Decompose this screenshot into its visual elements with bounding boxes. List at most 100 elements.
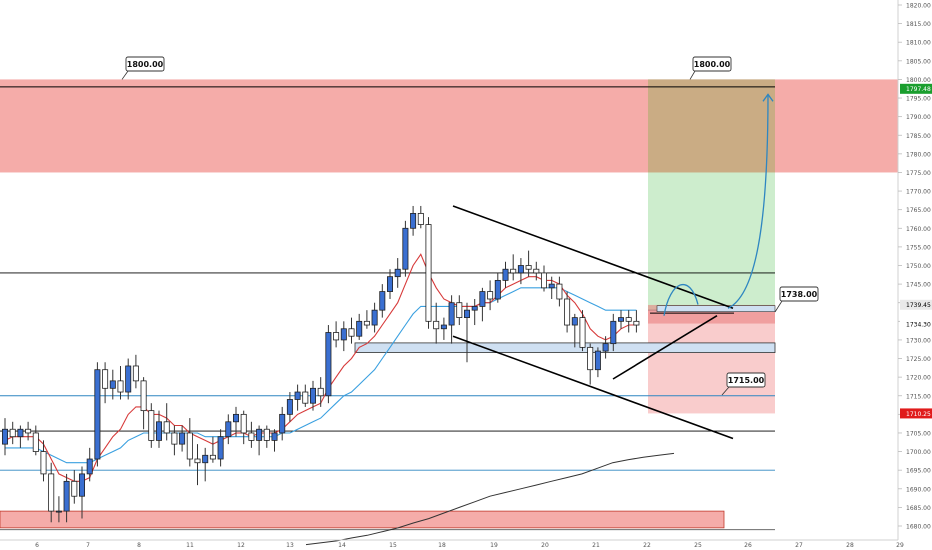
candle-body bbox=[571, 317, 578, 326]
y-tick-label: 1715.00 bbox=[906, 393, 931, 400]
candle-body bbox=[502, 268, 509, 281]
candle-body bbox=[541, 272, 548, 289]
candle-body bbox=[225, 421, 232, 438]
sma-long-line bbox=[305, 452, 675, 546]
candle-body bbox=[618, 317, 625, 322]
candle-body bbox=[55, 510, 62, 513]
callout-leader bbox=[774, 300, 783, 313]
base-box-layer bbox=[354, 305, 776, 353]
callout-box[interactable] bbox=[726, 372, 766, 388]
candle-body bbox=[487, 291, 494, 300]
candle-body bbox=[471, 306, 478, 311]
y-tick-label: 1725.00 bbox=[906, 356, 931, 363]
candle-body bbox=[479, 291, 486, 307]
candle-body bbox=[140, 380, 147, 412]
price-badge-label: 1710.25 bbox=[906, 411, 931, 418]
candle-body bbox=[394, 268, 401, 278]
callout-leader bbox=[121, 70, 129, 80]
candle-body bbox=[579, 317, 586, 348]
y-tick-label: 1760.00 bbox=[906, 226, 931, 233]
candle-body bbox=[217, 436, 224, 460]
trade-loss-zone[interactable] bbox=[648, 310, 775, 414]
candle-body bbox=[148, 410, 155, 441]
price-badge-label: 1739.45 bbox=[906, 302, 931, 309]
x-tick-label: 25 bbox=[694, 542, 702, 549]
candle-body bbox=[610, 320, 617, 345]
x-axis[interactable]: 6 7 8 11 12 13 14 15 18 19 20 21 22 25 26 27 28 29 bbox=[35, 542, 904, 549]
zone-support bbox=[0, 510, 725, 529]
y-tick-label: 1775.00 bbox=[906, 170, 931, 177]
price-badge bbox=[900, 408, 932, 419]
triangle-support-line[interactable] bbox=[612, 315, 718, 380]
y-tick-label: 1730.00 bbox=[906, 337, 931, 344]
candle-body bbox=[533, 268, 540, 274]
candle-body bbox=[625, 317, 632, 322]
y-tick-label: 1680.00 bbox=[906, 524, 931, 531]
candle-body bbox=[309, 387, 316, 404]
callout-box[interactable] bbox=[779, 286, 819, 302]
pattern-lines[interactable] bbox=[452, 205, 734, 440]
x-tick-label: 29 bbox=[896, 542, 904, 549]
price-badge bbox=[900, 299, 932, 310]
x-tick-label: 12 bbox=[237, 542, 245, 549]
callout-leader bbox=[721, 386, 730, 396]
candle-body bbox=[317, 387, 324, 397]
price-badge-label: 1734.30 bbox=[906, 321, 931, 328]
price-badge-label: 1797.48 bbox=[906, 86, 931, 93]
candle-body bbox=[40, 451, 47, 475]
candle-body bbox=[302, 391, 309, 404]
y-tick-label: 1705.00 bbox=[906, 430, 931, 437]
x-tick-label: 27 bbox=[795, 542, 803, 549]
y-tick-label: 1690.00 bbox=[906, 486, 931, 493]
candle-body bbox=[209, 454, 216, 460]
x-tick-label: 18 bbox=[438, 542, 446, 549]
candle-body bbox=[525, 265, 532, 270]
candle-body bbox=[633, 320, 640, 326]
y-tick-label: 1800.00 bbox=[906, 77, 931, 84]
candle-body bbox=[587, 346, 594, 371]
x-tick-label: 13 bbox=[286, 542, 294, 549]
y-tick-label: 1795.00 bbox=[906, 96, 931, 103]
candle-body bbox=[379, 291, 386, 311]
x-tick-label: 15 bbox=[389, 542, 397, 549]
candle-body bbox=[594, 350, 601, 371]
base-consolidation-box bbox=[354, 342, 776, 353]
candle-body bbox=[86, 458, 93, 475]
x-tick-label: 22 bbox=[643, 542, 651, 549]
candle-body bbox=[232, 413, 239, 423]
y-tick-label: 1720.00 bbox=[906, 375, 931, 382]
candle-body bbox=[333, 332, 340, 341]
candle-body bbox=[386, 276, 393, 292]
y-tick-label: 1785.00 bbox=[906, 133, 931, 140]
entry-box bbox=[656, 305, 776, 312]
candle-body bbox=[79, 473, 86, 497]
callout-box[interactable] bbox=[125, 56, 165, 72]
candle-body bbox=[248, 432, 255, 441]
candle-body bbox=[202, 454, 209, 464]
candle-body bbox=[517, 265, 524, 274]
candle-body bbox=[155, 421, 162, 441]
horizontal-levels[interactable] bbox=[0, 86, 775, 531]
candle-body bbox=[294, 391, 301, 400]
candle-body bbox=[356, 320, 363, 337]
x-tick-label: 14 bbox=[338, 542, 346, 549]
candle-body bbox=[125, 365, 132, 393]
channel-upper-line[interactable] bbox=[452, 205, 734, 310]
candle-body bbox=[510, 268, 517, 274]
candle-body bbox=[417, 212, 424, 225]
price-callouts[interactable]: 1800.00 1800.00 1738.00 1715.00 bbox=[121, 56, 819, 396]
projection-path[interactable] bbox=[663, 93, 774, 316]
candle-body bbox=[71, 480, 78, 497]
y-tick-label: 1685.00 bbox=[906, 505, 931, 512]
callout-box[interactable] bbox=[692, 56, 732, 72]
candle-body bbox=[102, 369, 109, 389]
x-tick-label: 20 bbox=[541, 542, 549, 549]
projection-rise[interactable] bbox=[727, 94, 769, 309]
channel-lower-line[interactable] bbox=[452, 335, 734, 440]
trade-position[interactable] bbox=[648, 79, 775, 414]
candle-body bbox=[63, 480, 70, 512]
y-tick-label: 1815.00 bbox=[906, 21, 931, 28]
candle-body bbox=[2, 428, 8, 445]
